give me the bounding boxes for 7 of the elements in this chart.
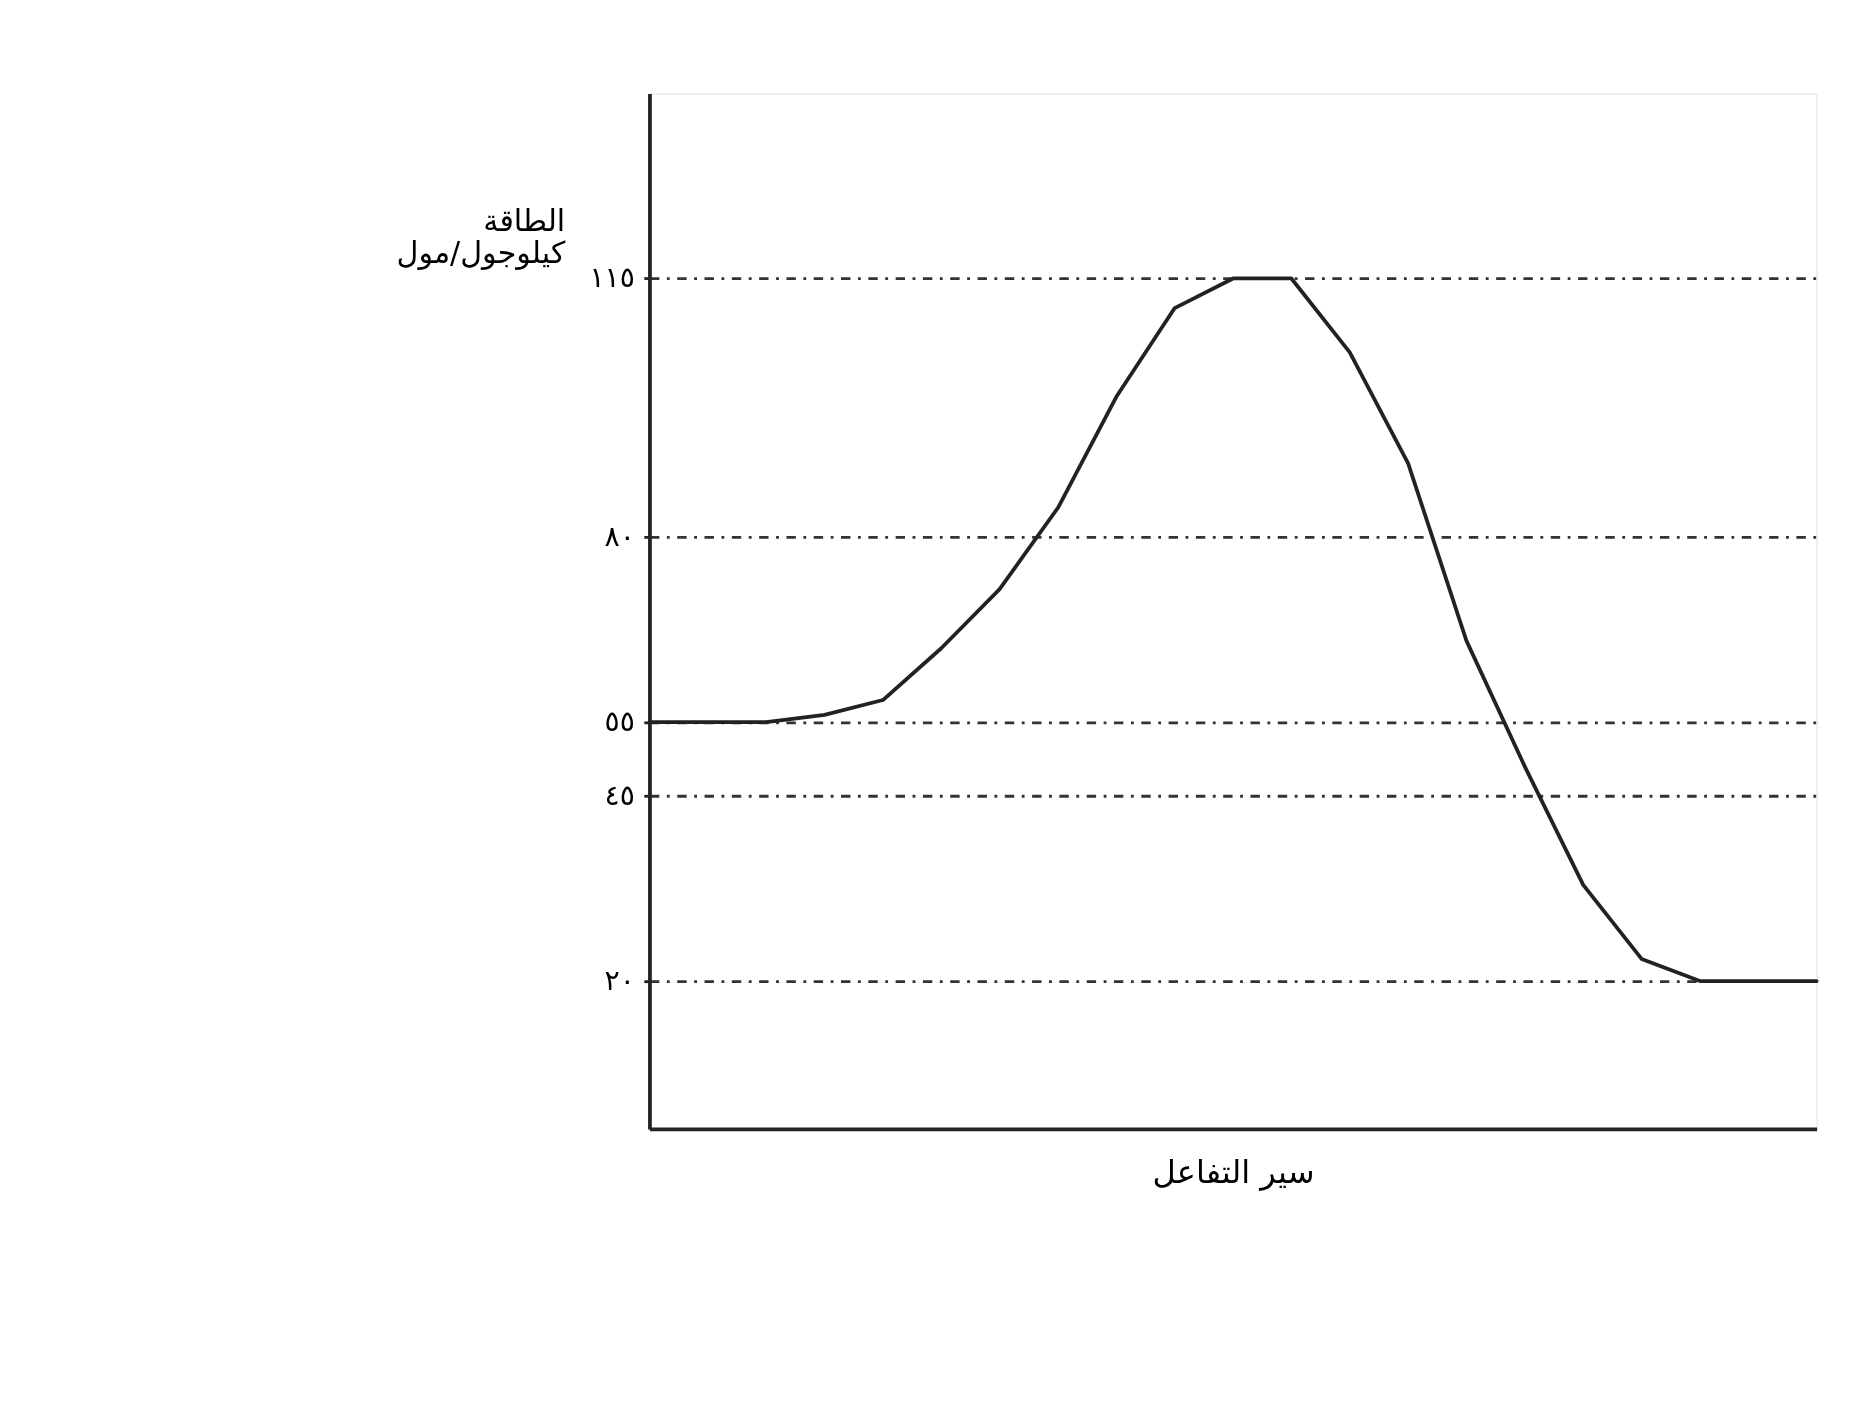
- y-tick-label: ٥٥: [604, 705, 635, 739]
- y-tick-label: ٤٥: [604, 779, 635, 813]
- y-tick-label: ١١٥: [589, 261, 635, 295]
- y-tick-label: ٢٠: [604, 964, 635, 998]
- y-axis-title: الطاقة كيلوجول/مول: [396, 202, 566, 270]
- x-axis-title: سير التفاعل: [1152, 1153, 1315, 1192]
- y-tick-label: ٨٠: [604, 520, 635, 554]
